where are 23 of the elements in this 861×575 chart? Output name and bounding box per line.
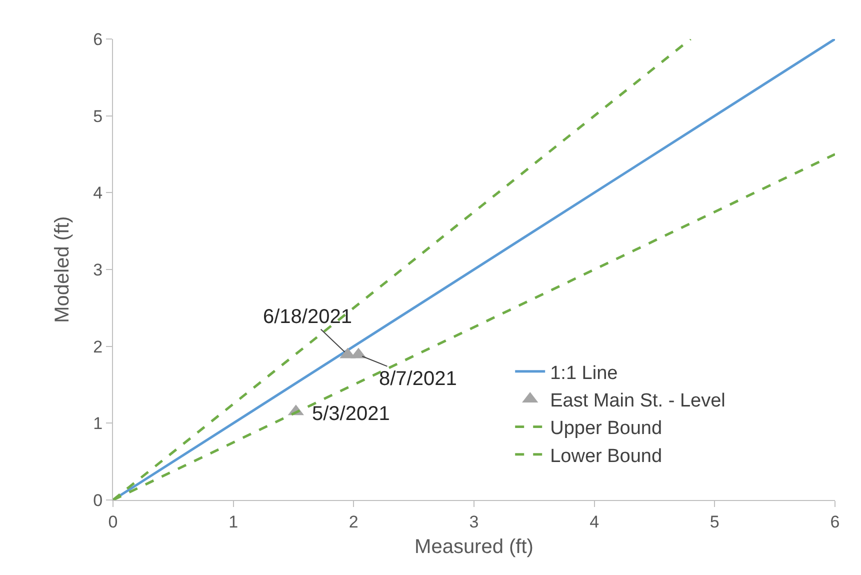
y-axis-title: Modeled (ft) bbox=[52, 216, 74, 323]
x-tick-label: 5 bbox=[710, 512, 720, 532]
x-tick-label: 1 bbox=[228, 512, 238, 532]
annotation: 6/18/2021 bbox=[263, 306, 352, 328]
y-tick-label: 5 bbox=[93, 106, 103, 126]
y-tick-label: 0 bbox=[93, 490, 103, 510]
legend-label: East Main St. - Level bbox=[550, 390, 726, 412]
x-axis-title: Measured (ft) bbox=[414, 536, 534, 558]
x-tick-label: 4 bbox=[590, 512, 600, 532]
legend-label: 1:1 Line bbox=[550, 362, 618, 384]
x-tick-label: 0 bbox=[108, 512, 118, 532]
y-tick-label: 3 bbox=[93, 260, 103, 280]
annotation: 8/7/2021 bbox=[379, 368, 457, 390]
y-tick-label: 1 bbox=[93, 414, 103, 434]
y-tick-label: 4 bbox=[93, 184, 103, 203]
x-tick-label: 3 bbox=[469, 512, 479, 532]
legend-label: Lower Bound bbox=[550, 446, 662, 467]
y-tick-label: 2 bbox=[93, 337, 103, 356]
x-tick-label: 2 bbox=[348, 512, 358, 532]
annotation: 5/3/2021 bbox=[312, 403, 390, 425]
legend-label: Upper Bound bbox=[550, 418, 662, 440]
x-tick-label: 6 bbox=[830, 512, 840, 532]
y-tick-label: 6 bbox=[93, 30, 103, 49]
